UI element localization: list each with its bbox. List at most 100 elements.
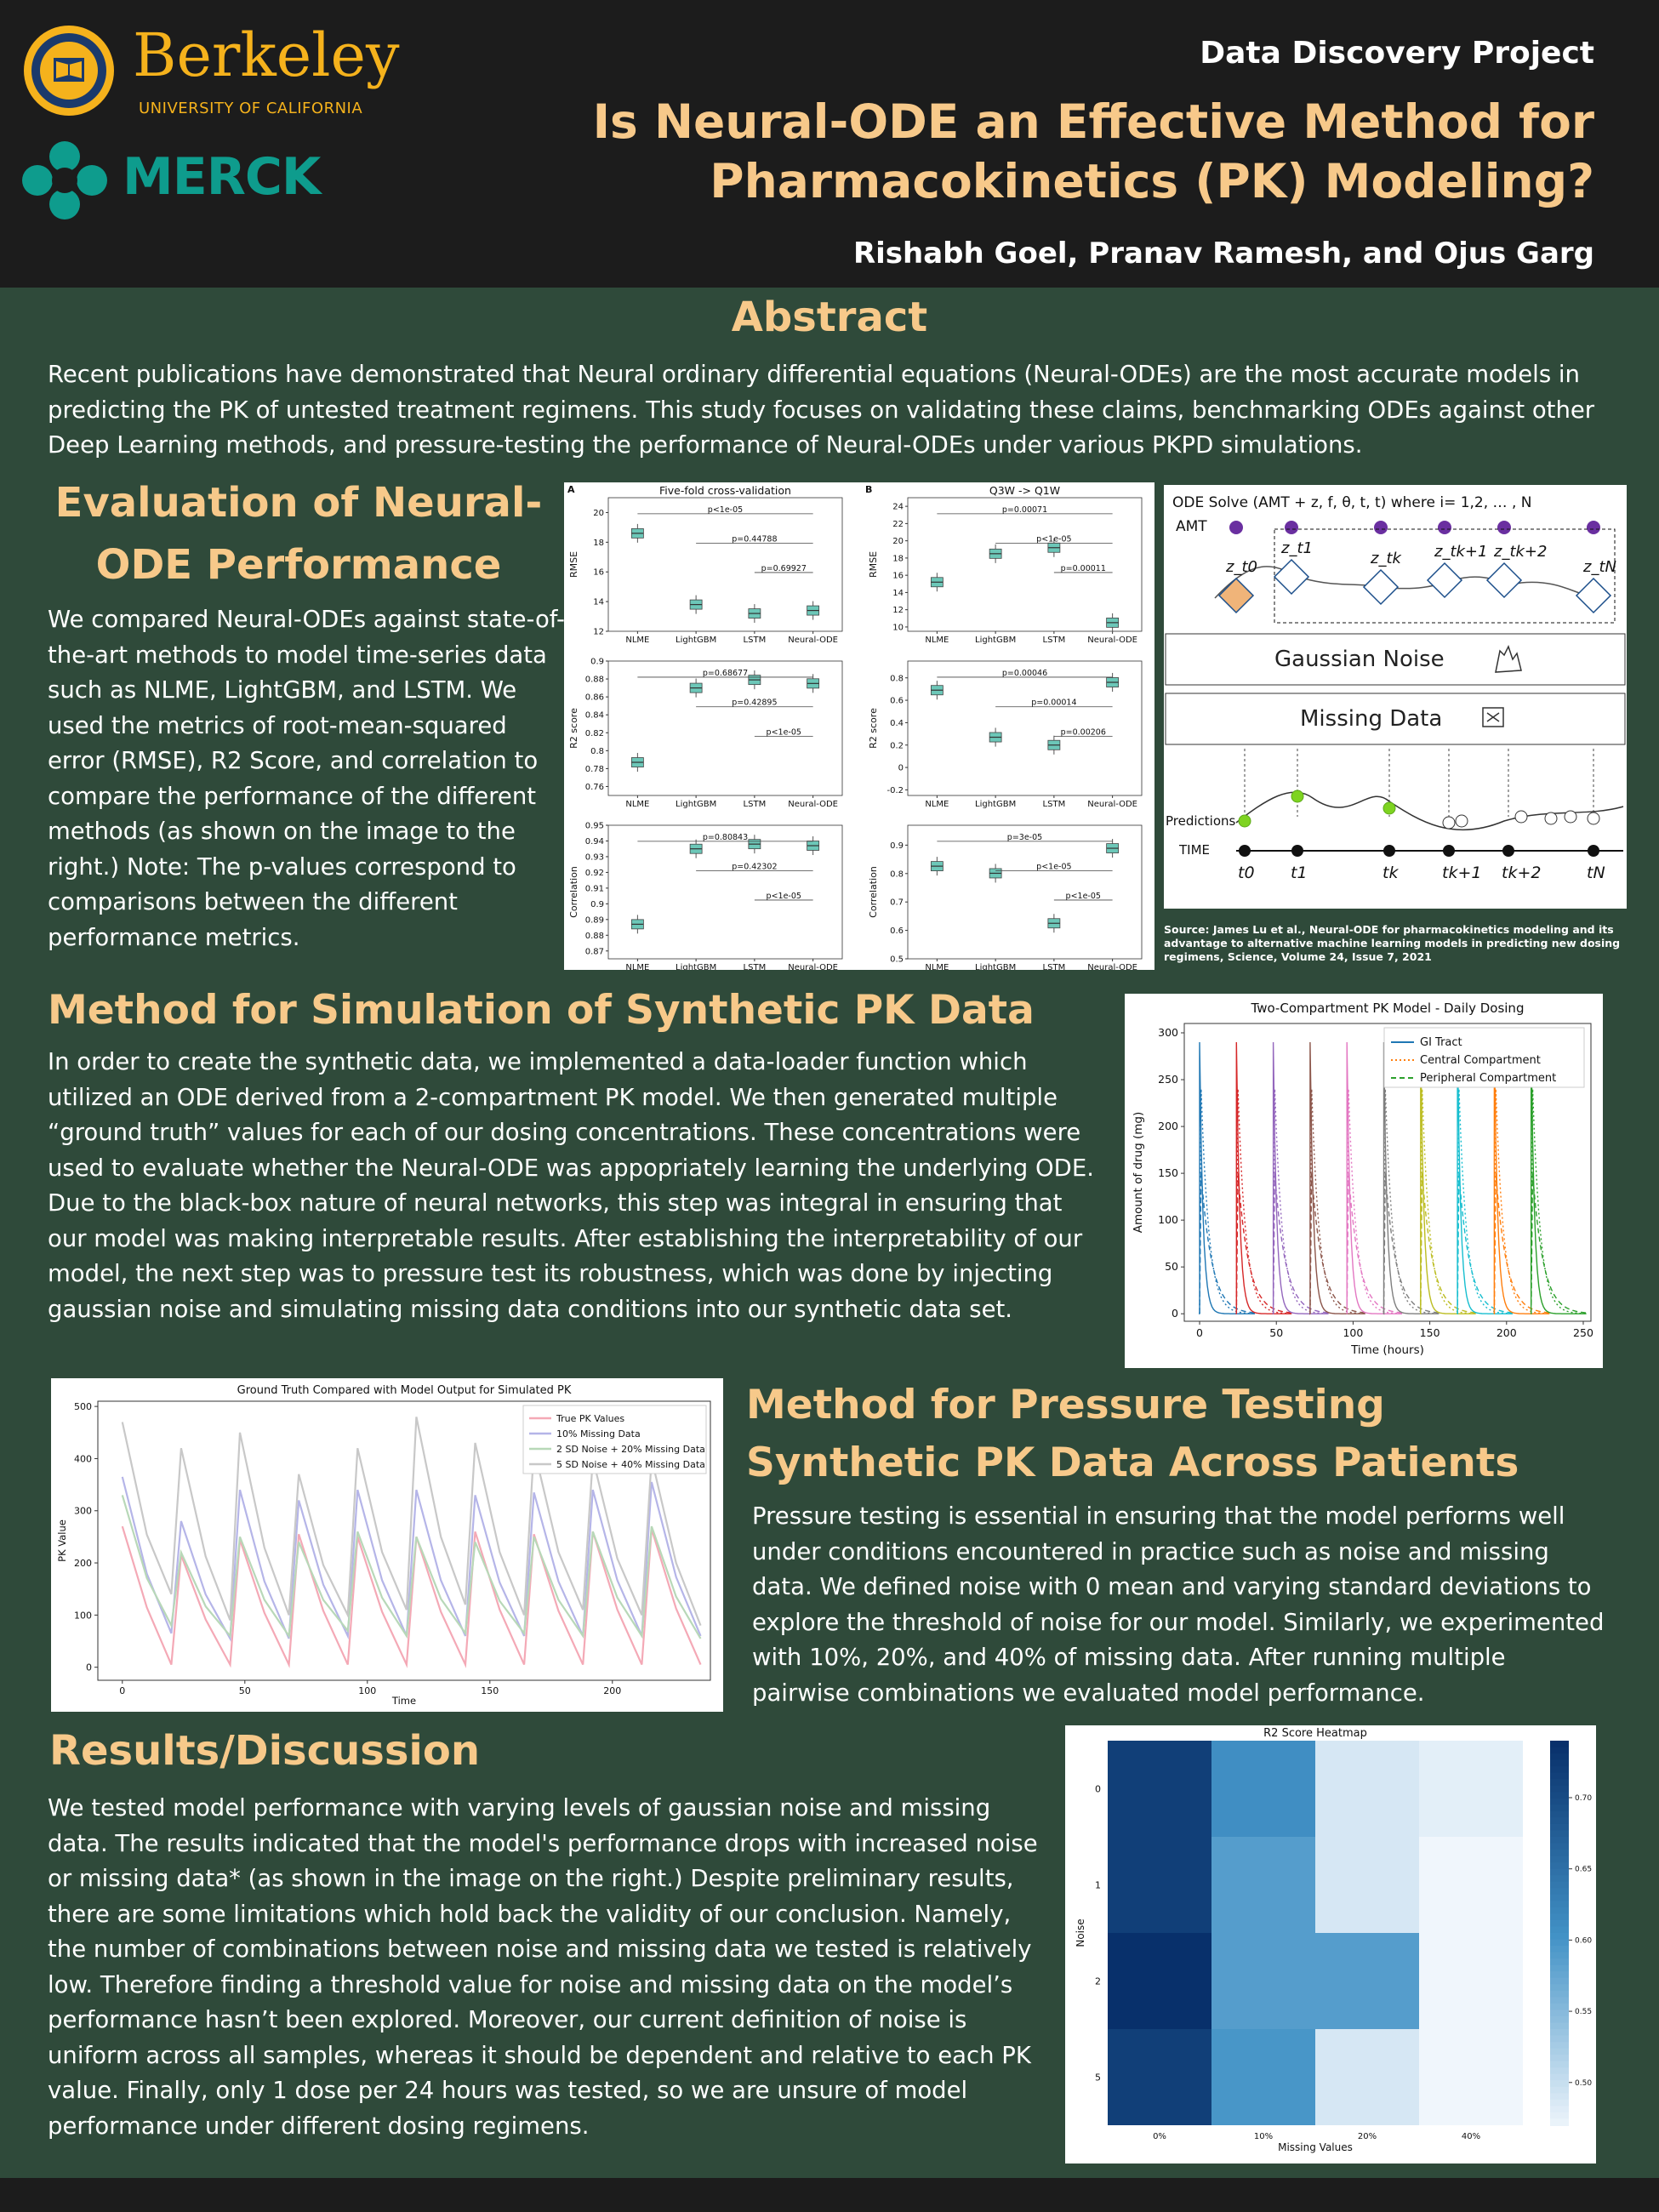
noise-icon xyxy=(1495,645,1522,673)
y-tick-label: 20 xyxy=(892,537,904,546)
legend-frame xyxy=(522,1405,707,1474)
latent-node-label: z_tk+2 xyxy=(1493,543,1547,561)
y-tick-label: 200 xyxy=(1158,1120,1178,1132)
y-tick-label: 0.89 xyxy=(585,915,604,925)
y-tick-label: 0.82 xyxy=(585,729,604,738)
berkeley-wordmark: Berkeley xyxy=(133,20,400,90)
pk-series-line xyxy=(1346,1041,1403,1314)
category-label: Neural-ODE xyxy=(788,800,838,809)
colorbar-segment xyxy=(1550,1804,1569,1812)
heatmap-cell xyxy=(1108,1933,1211,2029)
y-tick-label: 0.87 xyxy=(585,947,604,956)
colorbar-segment xyxy=(1550,1946,1569,1953)
uc-seal-logo xyxy=(24,26,114,116)
p-value-label: p=0.68677 xyxy=(703,669,748,678)
colorbar-segment xyxy=(1550,2029,1569,2037)
category-label: LightGBM xyxy=(676,636,716,645)
colorbar-segment xyxy=(1550,1766,1569,1774)
category-label: NLME xyxy=(925,963,949,970)
p-value-label: p<1e-05 xyxy=(1066,892,1101,901)
colorbar-segment xyxy=(1550,1958,1569,1966)
colorbar-segment xyxy=(1550,1964,1569,1973)
x-tick-label: 50 xyxy=(1269,1326,1283,1339)
time-label-t: t1 xyxy=(1291,864,1308,882)
latent-node-label: z_tN xyxy=(1582,558,1616,576)
y-tick-label: 10 xyxy=(892,623,904,632)
pk-series-line xyxy=(1235,1088,1292,1315)
pressure-heading-line-2: Synthetic PK Data Across Patients xyxy=(746,1440,1519,1486)
y-tick-label: 5 xyxy=(1095,2072,1101,2084)
prediction-point xyxy=(1544,812,1558,825)
category-label: Neural-ODE xyxy=(1087,800,1137,809)
category-label: NLME xyxy=(625,963,649,970)
subplot-frame xyxy=(907,660,1143,796)
colorbar-tick-label: 0.70 xyxy=(1575,1794,1592,1803)
p-value-label: p=0.44788 xyxy=(732,534,777,544)
method-sim-text: In order to create the synthetic data, w… xyxy=(48,1048,1094,1323)
latent-node-label: z_tk xyxy=(1370,550,1403,567)
legend-label: 10% Missing Data xyxy=(556,1428,641,1440)
amt-dot xyxy=(1285,521,1298,534)
y-tick-label: 0.94 xyxy=(585,837,604,847)
y-axis-label: R2 score xyxy=(868,708,879,749)
colorbar-segment xyxy=(1550,1881,1569,1890)
colorbar-segment xyxy=(1550,1810,1569,1819)
abstract-heading: Abstract xyxy=(731,294,928,341)
y-tick-label: 0.6 xyxy=(890,926,904,936)
y-axis-label: Amount of drug (mg) xyxy=(1132,1112,1145,1233)
results-heading: Results/Discussion xyxy=(49,1727,480,1775)
y-tick-label: 22 xyxy=(892,520,904,529)
heatmap-chart: R2 Score Heatmap 0 1 2 5 0% 10% 20% 40% Missing V… xyxy=(1065,1725,1596,2164)
subplot-frame xyxy=(607,497,843,632)
heatmap-cell xyxy=(1419,1933,1523,2029)
pk-series-line xyxy=(1382,1088,1440,1315)
x-axis-label: Time xyxy=(391,1695,416,1707)
colorbar-segment xyxy=(1550,1894,1569,1902)
colorbar-segment xyxy=(1550,1747,1569,1755)
pk-series-line xyxy=(1420,1173,1476,1315)
amt-dot xyxy=(1229,521,1243,534)
y-tick-label: 14 xyxy=(892,589,904,598)
colorbar-segment xyxy=(1550,1830,1569,1838)
colorbar-segment xyxy=(1550,1888,1569,1896)
abstract-text: Recent publications have demonstrated th… xyxy=(48,361,1595,459)
colorbar-segment xyxy=(1550,1823,1569,1832)
y-tick-label: 14 xyxy=(593,598,604,607)
latent-node-label: z_t1 xyxy=(1280,539,1313,557)
x-tick-label: 150 xyxy=(1420,1326,1440,1339)
time-label-t: tN xyxy=(1587,864,1605,882)
y-tick-label: 0.78 xyxy=(585,765,604,774)
category-label: LightGBM xyxy=(975,800,1016,809)
p-value-label: p=0.00014 xyxy=(1031,698,1076,708)
p-value-label: p<1e-05 xyxy=(767,727,801,737)
colorbar-segment xyxy=(1550,2061,1569,2069)
evaluation-text: We compared Neural-ODEs against state-of… xyxy=(48,606,565,951)
y-tick-label: 400 xyxy=(74,1453,92,1464)
colorbar-segment xyxy=(1550,1792,1569,1799)
y-axis-label: Correlation xyxy=(868,866,879,918)
time-point xyxy=(1443,845,1455,857)
y-tick-label: 0.7 xyxy=(890,898,904,908)
time-label-t: tk+2 xyxy=(1502,864,1541,882)
latent-node-label: z_t0 xyxy=(1225,558,1257,576)
category-label: Neural-ODE xyxy=(1087,636,1137,645)
latent-node xyxy=(1273,558,1310,596)
heatmap-cell xyxy=(1315,1837,1419,1933)
latent-box xyxy=(1274,528,1616,624)
colorbar-segment xyxy=(1550,2015,1569,2024)
legend-label: GI Tract xyxy=(1420,1036,1462,1049)
colorbar-tick-label: 0.55 xyxy=(1575,2008,1592,2016)
y-tick-label: -0.2 xyxy=(887,786,904,795)
category-label: LSTM xyxy=(744,963,767,970)
pk-series-line xyxy=(1382,1041,1440,1314)
pk-series-line xyxy=(1457,1088,1514,1315)
heatmap-cell xyxy=(1419,1741,1523,1837)
evaluation-heading-line-2: ODE Performance xyxy=(95,541,502,589)
y-tick-label: 18 xyxy=(892,554,904,563)
amt-dot xyxy=(1374,521,1388,534)
colorbar-segment xyxy=(1550,2073,1569,2082)
x-tick-label: 40% xyxy=(1462,2132,1480,2141)
colorbar-segment xyxy=(1550,1798,1569,1806)
x-tick-label: 20% xyxy=(1358,2132,1377,2141)
category-label: NLME xyxy=(925,636,949,645)
